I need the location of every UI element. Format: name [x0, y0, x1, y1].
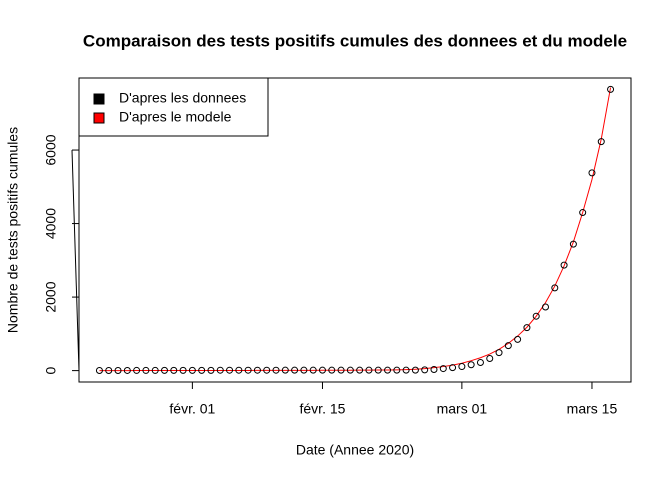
- data-point: [607, 85, 615, 93]
- chart-title: Comparaison des tests positifs cumules d…: [83, 31, 627, 50]
- data-point: [300, 366, 308, 374]
- data-point: [542, 303, 550, 311]
- data-point: [495, 349, 503, 357]
- data-point: [272, 366, 280, 374]
- legend-swatch: [93, 112, 105, 124]
- plot-box: [78, 77, 632, 383]
- data-point: [123, 366, 131, 374]
- x-tick-label: févr. 15: [300, 401, 346, 417]
- x-tick-label: févr. 01: [169, 401, 215, 417]
- data-point: [263, 366, 271, 374]
- data-point: [411, 366, 419, 374]
- y-tick-label: 2000: [43, 281, 59, 312]
- data-point: [356, 366, 364, 374]
- data-point: [486, 354, 494, 362]
- data-point: [244, 366, 252, 374]
- model-line: [99, 87, 612, 372]
- data-point: [551, 284, 559, 292]
- x-tick-label: mars 15: [567, 401, 618, 417]
- data-point: [226, 366, 234, 374]
- data-point: [597, 138, 605, 146]
- x-axis-label: Date (Annee 2020): [296, 442, 414, 458]
- data-point: [105, 366, 113, 374]
- data-point: [216, 366, 224, 374]
- data-point: [235, 366, 243, 374]
- data-point: [504, 342, 512, 350]
- data-point: [337, 366, 345, 374]
- data-point: [449, 364, 457, 372]
- y-tick-label: 4000: [43, 208, 59, 239]
- legend-swatch: [93, 93, 105, 105]
- data-point: [281, 366, 289, 374]
- data-point: [476, 359, 484, 367]
- data-point: [467, 361, 475, 369]
- data-point: [532, 312, 540, 320]
- data-point: [170, 366, 178, 374]
- data-point: [151, 366, 159, 374]
- data-point: [160, 366, 168, 374]
- data-point: [207, 366, 215, 374]
- data-point: [402, 366, 410, 374]
- data-point: [514, 335, 522, 343]
- data-point: [133, 366, 141, 374]
- legend-box: [78, 77, 269, 137]
- data-point: [328, 366, 336, 374]
- data-point: [198, 366, 206, 374]
- y-tick-label: 6000: [43, 134, 59, 165]
- data-point: [579, 209, 587, 217]
- data-point: [523, 324, 531, 332]
- data-point: [318, 366, 326, 374]
- data-point: [569, 240, 577, 248]
- y-tick-label: 0: [43, 367, 59, 375]
- data-point: [458, 363, 466, 371]
- data-point: [430, 366, 438, 374]
- y-axis-label: Nombre de tests positifs cumules: [5, 127, 21, 333]
- data-point: [560, 261, 568, 269]
- data-point: [588, 169, 596, 177]
- y-axis: [71, 150, 80, 371]
- data-point: [188, 366, 196, 374]
- data-point: [421, 366, 429, 374]
- data-point: [95, 366, 103, 374]
- data-point: [374, 366, 382, 374]
- data-point: [384, 366, 392, 374]
- data-point: [179, 366, 187, 374]
- data-point: [114, 366, 122, 374]
- data-point: [291, 366, 299, 374]
- data-point: [346, 366, 354, 374]
- legend-label: D'apres les donnees: [119, 90, 246, 106]
- data-point: [439, 365, 447, 373]
- data-point: [393, 366, 401, 374]
- data-point: [309, 366, 317, 374]
- data-point: [142, 366, 150, 374]
- data-point: [253, 366, 261, 374]
- data-point: [365, 366, 373, 374]
- legend-label: D'apres le modele: [119, 109, 232, 125]
- x-tick-label: mars 01: [437, 401, 488, 417]
